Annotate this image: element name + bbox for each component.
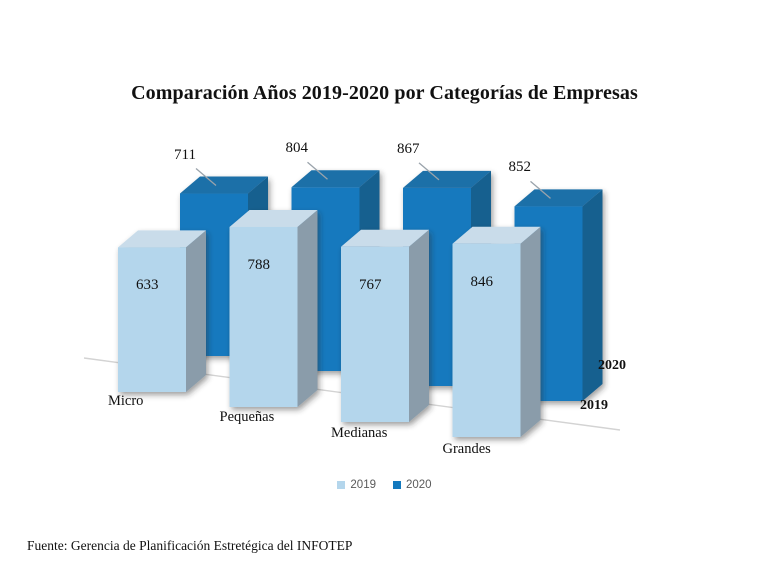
chart-3d-canvas (83, 161, 621, 437)
value-label-2020-grandes: 852 (508, 159, 532, 176)
chart-title: Comparación Años 2019-2020 por Categoría… (131, 82, 638, 104)
bar-2019-medianas[interactable] (341, 229, 429, 422)
leader-lines-layer (195, 161, 551, 199)
leader-line-2020-pequeñas (307, 161, 328, 180)
plot-area: 711 633 Micro 804 788 Pequeñas 867 767 Medianas 8… (83, 140, 626, 457)
category-label-pequeñas: Pequeñas (219, 409, 275, 425)
value-label-2019-pequeñas: 788 (247, 256, 271, 273)
legend-item-2020[interactable]: 2020 (393, 479, 432, 491)
value-label-2020-medianas: 867 (397, 140, 420, 157)
value-label-2020-pequeñas: 804 (285, 140, 309, 157)
legend-item-2019[interactable]: 2019 (337, 479, 376, 491)
value-label-2019-medianas: 767 (359, 276, 382, 293)
category-label-medianas: Medianas (331, 425, 388, 441)
source-note: Fuente: Gerencia de Planificación Estret… (27, 538, 353, 553)
chart-legend: 2019 2020 (0, 479, 769, 491)
series-axis-label-2020: 2020 (598, 358, 626, 373)
bar-2019-grandes[interactable] (452, 226, 541, 437)
legend-label-2019: 2019 (350, 479, 376, 491)
leader-line-2020-medianas (418, 162, 440, 181)
series-axis-label-2019: 2019 (580, 398, 608, 413)
legend-swatch-2019 (337, 481, 346, 489)
value-label-2020-micro: 711 (174, 146, 196, 163)
bars-layer (118, 170, 603, 437)
leader-line-2020-grandes (530, 180, 551, 199)
leader-line-2020-micro (195, 168, 217, 187)
category-label-micro: Micro (108, 393, 144, 409)
legend-label-2020: 2020 (406, 479, 432, 491)
value-label-2019-grandes: 846 (470, 273, 494, 290)
value-label-2019-micro: 633 (136, 277, 159, 294)
bar-2019-micro[interactable] (118, 230, 206, 392)
category-label-grandes: Grandes (442, 441, 491, 457)
bar-2019-pequeñas[interactable] (229, 209, 318, 407)
legend-swatch-2020 (393, 481, 401, 489)
